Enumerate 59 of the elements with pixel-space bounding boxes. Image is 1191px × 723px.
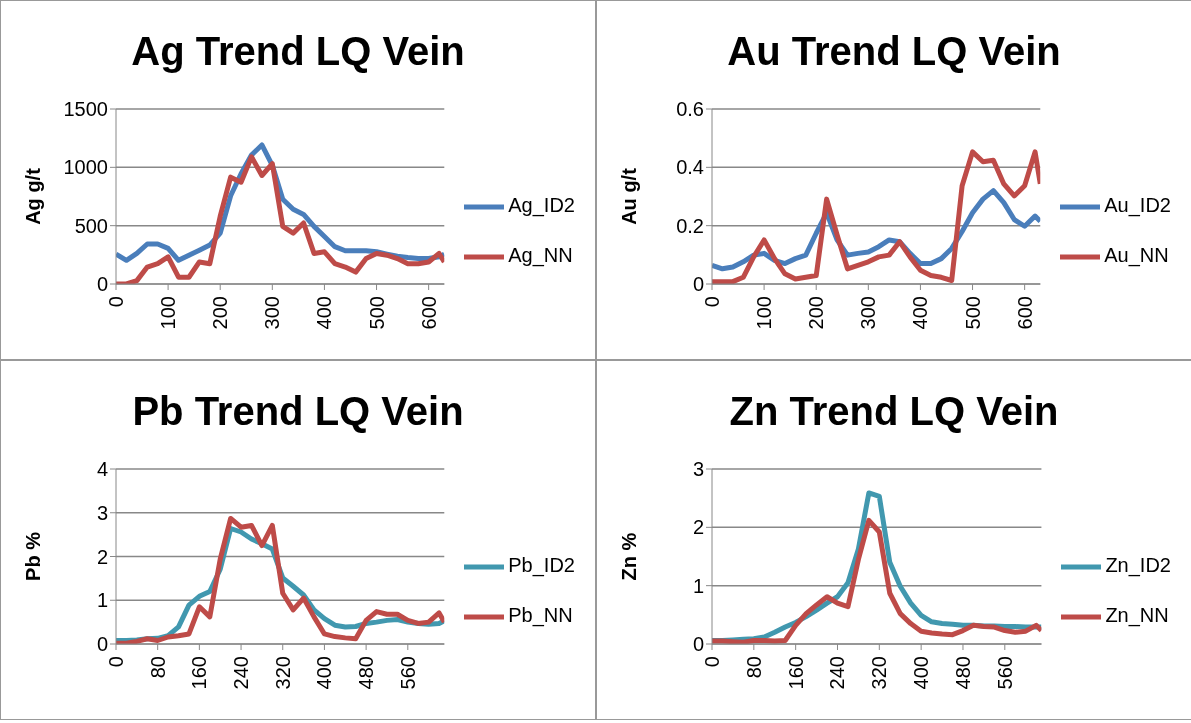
- x-tick-label: 600: [1013, 296, 1036, 330]
- x-tick-label: 0: [105, 296, 127, 308]
- x-tick-label: 480: [355, 656, 378, 690]
- y-axis-title: Zn %: [618, 532, 641, 581]
- y-tick-label: 4: [96, 458, 108, 481]
- chart-title: Au Trend LQ Vein: [727, 28, 1061, 73]
- x-tick-label: 240: [230, 656, 253, 690]
- y-tick-label: 500: [74, 214, 108, 237]
- legend-label: Ag_NN: [508, 244, 573, 266]
- legend-label: Zn_NN: [1105, 604, 1169, 626]
- legend-label: Ag_ID2: [508, 194, 575, 216]
- x-tick-label: 500: [961, 296, 984, 330]
- x-tick-label: 500: [365, 296, 388, 330]
- x-tick-label: 320: [271, 656, 294, 690]
- x-tick-label: 100: [753, 296, 776, 330]
- x-tick-label: 0: [701, 296, 723, 308]
- x-tick-label: 400: [909, 296, 932, 330]
- x-tick-label: 400: [313, 296, 336, 330]
- legend-label: Pb_NN: [508, 604, 573, 626]
- y-tick-label: 2: [96, 545, 108, 568]
- x-tick-label: 100: [157, 296, 180, 330]
- y-tick-label: 1: [96, 589, 108, 612]
- y-tick-label: 3: [96, 501, 108, 524]
- y-axis-title: Ag g/t: [22, 167, 45, 225]
- y-axis-title: Au g/t: [618, 167, 641, 225]
- x-tick-label: 600: [417, 296, 440, 330]
- x-tick-label: 400: [313, 656, 336, 690]
- x-tick-label: 400: [910, 656, 933, 690]
- chart-title: Ag Trend LQ Vein: [131, 28, 465, 73]
- x-tick-label: 560: [396, 656, 419, 690]
- y-tick-label: 0.4: [676, 156, 704, 179]
- x-tick-label: 200: [209, 296, 232, 330]
- y-tick-label: 3: [692, 458, 704, 481]
- chart-title: Zn Trend LQ Vein: [729, 388, 1059, 433]
- x-tick-label: 0: [701, 656, 723, 668]
- y-tick-label: 1000: [63, 156, 108, 179]
- x-tick-label: 160: [784, 656, 807, 690]
- x-tick-label: 300: [857, 296, 880, 330]
- y-tick-label: 0.2: [676, 214, 704, 237]
- x-tick-label: 80: [742, 656, 765, 679]
- legend-label: Au_ID2: [1104, 194, 1171, 216]
- chart-title: Pb Trend LQ Vein: [132, 388, 464, 433]
- x-tick-label: 480: [951, 656, 974, 690]
- y-tick-label: 2: [692, 516, 704, 539]
- y-axis-title: Pb %: [22, 531, 45, 581]
- legend-label: Pb_ID2: [508, 554, 575, 576]
- y-tick-label: 0.6: [676, 98, 704, 121]
- legend-label: Zn_ID2: [1105, 554, 1171, 576]
- x-tick-label: 80: [146, 656, 169, 679]
- x-tick-label: 560: [993, 656, 1016, 690]
- x-tick-label: 240: [826, 656, 849, 690]
- x-tick-label: 160: [188, 656, 211, 690]
- y-tick-label: 1500: [63, 98, 108, 121]
- x-tick-label: 200: [805, 296, 828, 330]
- legend-label: Au_NN: [1104, 244, 1169, 266]
- x-tick-label: 320: [868, 656, 891, 690]
- x-tick-label: 0: [105, 656, 127, 668]
- y-tick-label: 1: [692, 574, 704, 597]
- x-tick-label: 300: [261, 296, 284, 330]
